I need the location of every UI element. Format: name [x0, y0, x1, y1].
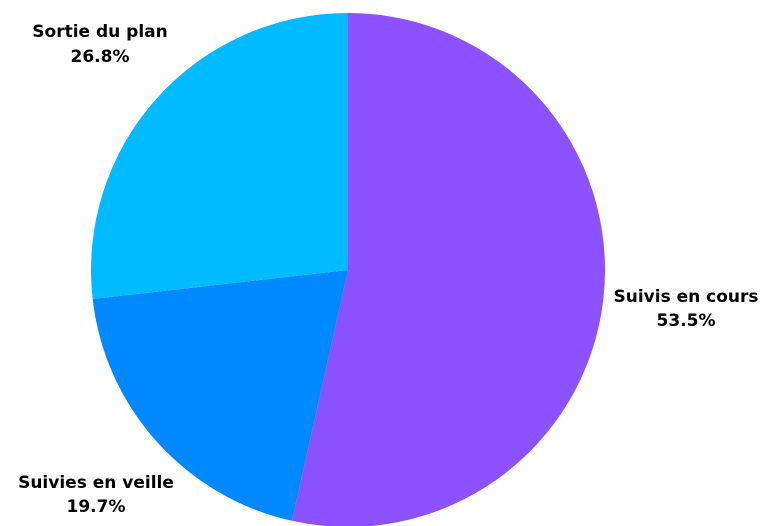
pie-slice-suivis-en-cours — [291, 13, 605, 526]
labels-layer: Suivis en cours 53.5% Suivies en veille 19.… — [18, 22, 758, 517]
slice-value-label: 53.5% — [657, 311, 716, 331]
slice-label: Suivies en veille — [18, 473, 174, 493]
slice-value-label: 26.8% — [71, 47, 130, 67]
pie-slice-suivies-en-veille — [92, 270, 348, 521]
slice-label: Sortie du plan — [32, 22, 167, 42]
slices-layer — [90, 13, 605, 526]
slice-label: Suivis en cours — [613, 287, 758, 307]
slice-value-label: 19.7% — [67, 497, 126, 517]
pie-slice-sortie-du-plan — [90, 13, 348, 299]
